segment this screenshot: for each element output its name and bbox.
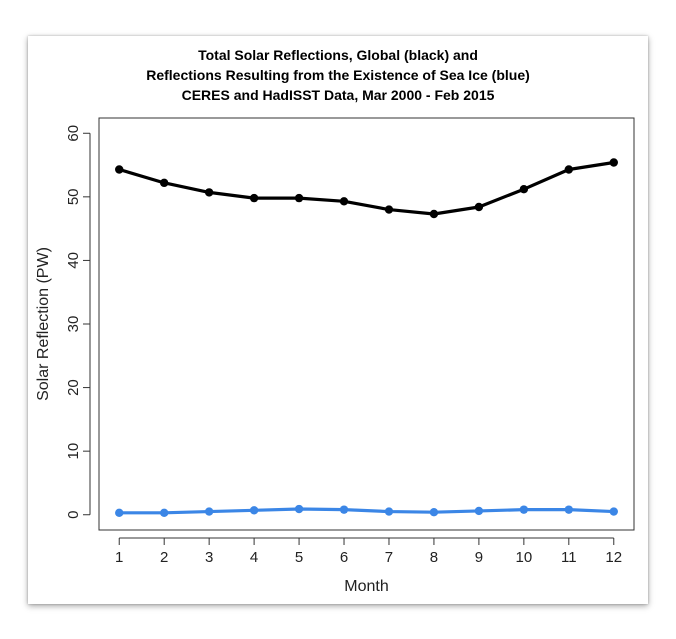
y-axis: 0 10 20 30 40 50 60 <box>65 125 91 519</box>
x-tick-label: 8 <box>430 549 438 566</box>
x-tick-label: 10 <box>516 549 533 566</box>
data-point <box>294 193 304 203</box>
data-point <box>384 205 394 214</box>
data-point <box>429 507 439 517</box>
x-tick-label: 3 <box>205 549 213 566</box>
chart-title-line-2: Reflections Resulting from the Existence… <box>146 67 530 83</box>
x-tick-label: 1 <box>115 549 123 566</box>
data-point <box>474 506 484 516</box>
data-point <box>339 505 349 514</box>
y-tick-label: 40 <box>65 252 82 269</box>
data-point <box>249 506 259 515</box>
y-tick-label: 20 <box>65 379 82 396</box>
chart-title-line-3: CERES and HadISST Data, Mar 2000 - Feb 2… <box>182 87 495 103</box>
data-point <box>159 178 169 188</box>
data-point <box>294 504 304 514</box>
chart-card: Total Solar Reflections, Global (black) … <box>28 36 648 604</box>
series-sea-ice <box>115 504 618 518</box>
data-point <box>249 193 259 203</box>
data-point <box>204 188 214 197</box>
series-line <box>117 160 616 216</box>
x-tick-label: 4 <box>250 549 258 566</box>
data-point <box>519 185 529 194</box>
x-tick-label: 9 <box>475 549 483 566</box>
x-axis: 1 2 3 4 5 6 7 8 9 10 11 12 <box>115 537 622 566</box>
data-point <box>609 158 618 167</box>
data-point <box>115 165 124 174</box>
data-point <box>204 507 214 516</box>
x-tick-label: 6 <box>340 549 348 566</box>
y-tick-label: 10 <box>65 443 82 460</box>
y-tick-label: 0 <box>65 511 82 519</box>
data-point <box>564 165 574 174</box>
plot-frame <box>98 117 635 531</box>
y-tick-label: 60 <box>65 125 82 142</box>
series-line <box>117 507 616 515</box>
data-point <box>429 209 439 219</box>
data-point <box>159 508 169 518</box>
y-tick-label: 50 <box>65 188 82 205</box>
x-tick-label: 11 <box>561 549 577 566</box>
data-point <box>474 202 484 212</box>
y-axis-label: Solar Reflection (PW) <box>35 247 52 401</box>
data-point <box>519 505 529 514</box>
x-tick-label: 5 <box>295 549 303 566</box>
data-point <box>339 197 349 206</box>
data-point <box>564 505 574 514</box>
x-axis-label: Month <box>344 578 388 595</box>
chart-title-line-1: Total Solar Reflections, Global (black) … <box>198 47 478 63</box>
x-tick-label: 2 <box>160 549 168 566</box>
x-tick-label: 12 <box>605 549 622 566</box>
data-point <box>384 507 394 516</box>
series-layer <box>115 158 618 518</box>
data-point <box>115 508 124 518</box>
x-tick-label: 7 <box>385 549 393 566</box>
data-point <box>609 507 618 516</box>
chart-svg: Total Solar Reflections, Global (black) … <box>35 47 635 595</box>
series-global <box>115 158 618 219</box>
y-tick-label: 30 <box>65 316 82 333</box>
